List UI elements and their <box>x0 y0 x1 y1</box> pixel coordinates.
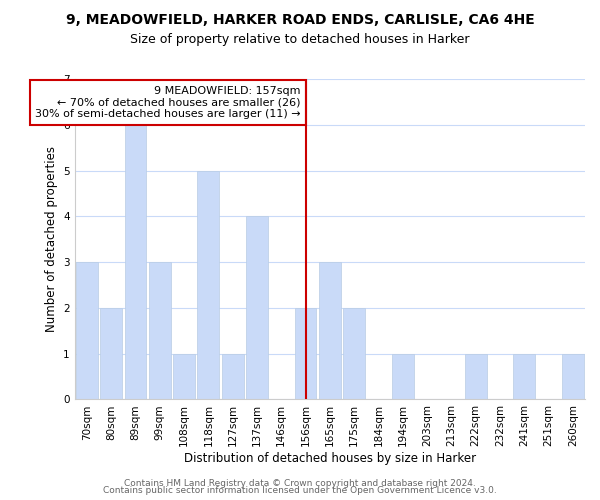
Y-axis label: Number of detached properties: Number of detached properties <box>44 146 58 332</box>
Bar <box>173 354 195 400</box>
Bar <box>100 308 122 400</box>
Bar <box>392 354 413 400</box>
Bar <box>514 354 535 400</box>
Bar <box>125 125 146 400</box>
Text: Contains public sector information licensed under the Open Government Licence v3: Contains public sector information licen… <box>103 486 497 495</box>
Text: Contains HM Land Registry data © Crown copyright and database right 2024.: Contains HM Land Registry data © Crown c… <box>124 478 476 488</box>
Bar <box>319 262 341 400</box>
Text: 9 MEADOWFIELD: 157sqm
← 70% of detached houses are smaller (26)
30% of semi-deta: 9 MEADOWFIELD: 157sqm ← 70% of detached … <box>35 86 301 119</box>
Bar <box>222 354 244 400</box>
Text: 9, MEADOWFIELD, HARKER ROAD ENDS, CARLISLE, CA6 4HE: 9, MEADOWFIELD, HARKER ROAD ENDS, CARLIS… <box>65 12 535 26</box>
Bar <box>295 308 316 400</box>
X-axis label: Distribution of detached houses by size in Harker: Distribution of detached houses by size … <box>184 452 476 465</box>
Bar <box>246 216 268 400</box>
Bar <box>562 354 584 400</box>
Bar <box>76 262 98 400</box>
Bar <box>149 262 170 400</box>
Text: Size of property relative to detached houses in Harker: Size of property relative to detached ho… <box>130 32 470 46</box>
Bar <box>343 308 365 400</box>
Bar <box>197 170 219 400</box>
Bar <box>465 354 487 400</box>
